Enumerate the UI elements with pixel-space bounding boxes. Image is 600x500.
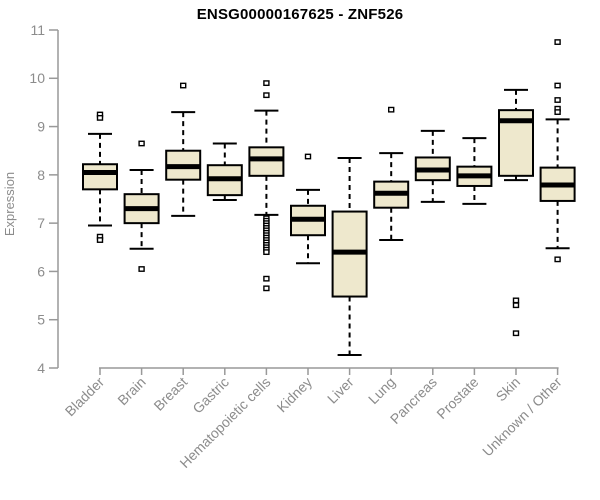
y-tick-label: 5 [37,312,45,328]
x-tick-label: Bladder [62,374,108,420]
y-tick-label: 9 [37,118,45,134]
x-tick-label: Liver [324,374,357,407]
x-tick-label: Brain [114,374,148,408]
boxplot-brain [123,140,160,272]
box-rect [82,163,118,191]
outlier-point [554,97,561,103]
y-tick-label: 11 [30,22,45,38]
outlier-point [554,82,561,89]
y-tick-label: 4 [37,360,45,376]
y-axis-title: Expression [2,172,17,236]
outlier-point [263,249,270,256]
outlier-point [304,153,312,160]
boxplot-gastric [206,142,243,201]
boxplot-breast [165,82,202,217]
y-tick-label: 6 [37,263,45,279]
outlier-point [554,109,561,115]
boxplot-bladder [82,111,118,243]
outlier-point [388,106,395,113]
outlier-point [263,80,270,87]
outlier-point [512,302,520,309]
boxplot-liver [331,156,368,356]
outlier-point [512,330,520,337]
boxplot-kidney [290,153,326,265]
outlier-point [512,297,520,304]
y-tick-label: 10 [29,70,45,86]
boxplot-skin [498,88,534,337]
y-tick-label: 8 [37,167,45,183]
outlier-point [263,285,270,292]
outlier-point [263,275,270,282]
x-tick-label: Kidney [274,374,316,416]
x-tick-label: Prostate [433,374,481,422]
chart-title: ENSG00000167625 - ZNF526 [196,6,404,23]
boxplot-unknown-other [539,39,576,263]
outlier-point [138,140,145,147]
boxplot-lung [373,106,410,242]
x-tick-label: Lung [365,374,398,407]
outlier-point [96,114,104,121]
boxplot-pancreas [414,129,451,203]
boxplot-prostate [456,137,493,205]
outlier-point [263,92,270,99]
x-tick-label: Breast [150,374,190,414]
outlier-point [138,266,145,272]
box-rect [248,146,285,177]
x-tick-label: Unknown / Other [479,374,565,460]
outlier-point [179,82,187,89]
boxplot-hematopoietic-cells [248,80,285,292]
outlier-point [554,39,561,45]
y-tick-label: 7 [37,215,45,231]
outlier-point [96,237,104,243]
outlier-point [554,256,561,263]
x-tick-label: Skin [493,374,524,405]
